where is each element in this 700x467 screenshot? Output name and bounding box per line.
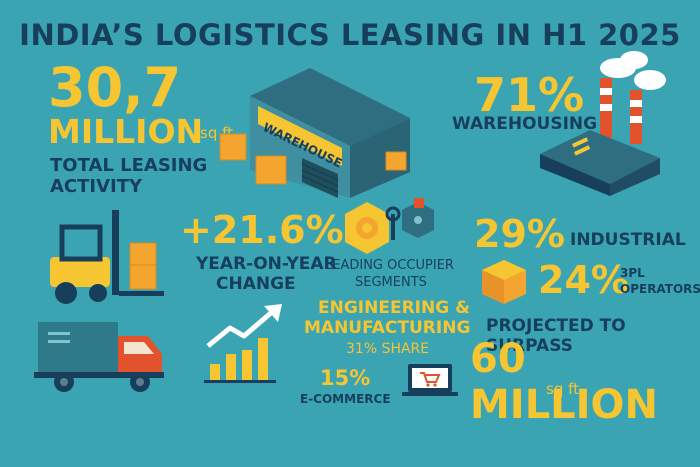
ecommerce-value: 15% — [320, 366, 371, 390]
growth-label-line1: YEAR-ON-YEAR — [196, 254, 337, 274]
growth-value: +21.6% — [180, 208, 344, 252]
growth-chart-icon — [204, 304, 282, 383]
industrial-value: 29% — [474, 212, 565, 256]
occupier-heading-line2: SEGMENTS — [355, 275, 427, 290]
box-icon — [402, 198, 434, 238]
forklift-icon — [50, 210, 164, 304]
warehouse-icon: WAREHOUSE — [219, 68, 410, 198]
occupier-segment-line1: ENGINEERING & — [318, 298, 470, 318]
projection-unit: sq ft — [546, 380, 580, 398]
projection-label: PROJECTED TO SURPASS — [486, 316, 626, 356]
ecommerce-label: E-COMMERCE — [300, 392, 391, 406]
industrial-label: INDUSTRIAL — [570, 230, 686, 250]
laptop-cart-icon — [402, 364, 458, 396]
third-party-label-line1: 3PL — [620, 266, 645, 280]
gear-icon — [345, 202, 389, 254]
total-leasing-unit: MILLION — [48, 112, 204, 151]
total-leasing-label-line2: ACTIVITY — [50, 176, 143, 197]
cargo-box-icon — [482, 260, 526, 304]
truck-icon — [34, 322, 164, 392]
projection-value: 60 MILLION — [470, 336, 659, 428]
occupier-segment-line2: MANUFACTURING — [304, 318, 471, 338]
factory-icon — [540, 51, 666, 196]
page-title: INDIA’S LOGISTICS LEASING IN H1 2025 — [19, 18, 681, 52]
warehousing-label: WAREHOUSING — [452, 114, 598, 134]
occupier-heading-line1: LEADING OCCUPIER — [325, 258, 454, 273]
wrench-icon — [385, 206, 401, 240]
third-party-value: 24% — [538, 258, 629, 302]
total-leasing-label-line1: TOTAL LEASING — [50, 155, 208, 176]
occupier-share: 31% SHARE — [346, 341, 430, 357]
total-leasing-value: 30,7 — [48, 56, 182, 119]
warehousing-value: 71% — [474, 68, 585, 122]
third-party-label-line2: OPERATORS — [620, 282, 700, 296]
growth-label-line2: CHANGE — [216, 274, 296, 294]
